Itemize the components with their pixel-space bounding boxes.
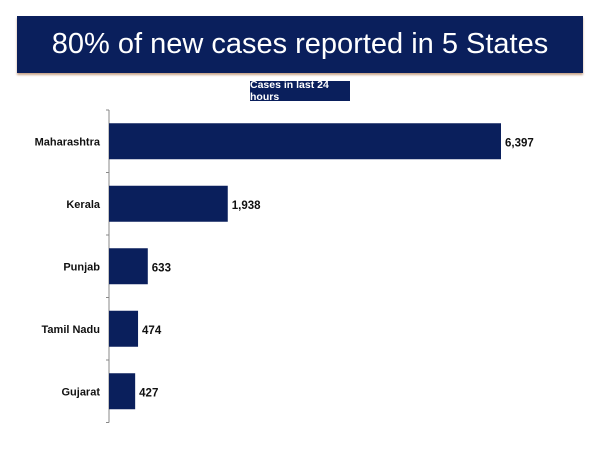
data-label: 633 — [152, 262, 171, 274]
data-label: 427 — [139, 387, 158, 399]
bar-gujarat — [109, 373, 136, 410]
data-label: 6,397 — [505, 137, 534, 149]
category-label: Kerala — [66, 199, 101, 211]
bar-tamil-nadu — [109, 310, 139, 347]
chart-subtitle: Cases in last 24 hours — [250, 79, 350, 103]
data-label: 474 — [142, 325, 162, 337]
data-label: 1,938 — [232, 200, 261, 212]
category-label: Punjab — [63, 261, 100, 273]
category-label: Gujarat — [61, 386, 100, 398]
category-label: Maharashtra — [35, 136, 101, 148]
category-label: Tamil Nadu — [42, 324, 100, 336]
chart-title: 80% of new cases reported in 5 States — [17, 16, 583, 73]
bar-kerala — [109, 185, 228, 222]
bar-maharashtra — [109, 123, 501, 160]
bar-punjab — [109, 248, 148, 285]
